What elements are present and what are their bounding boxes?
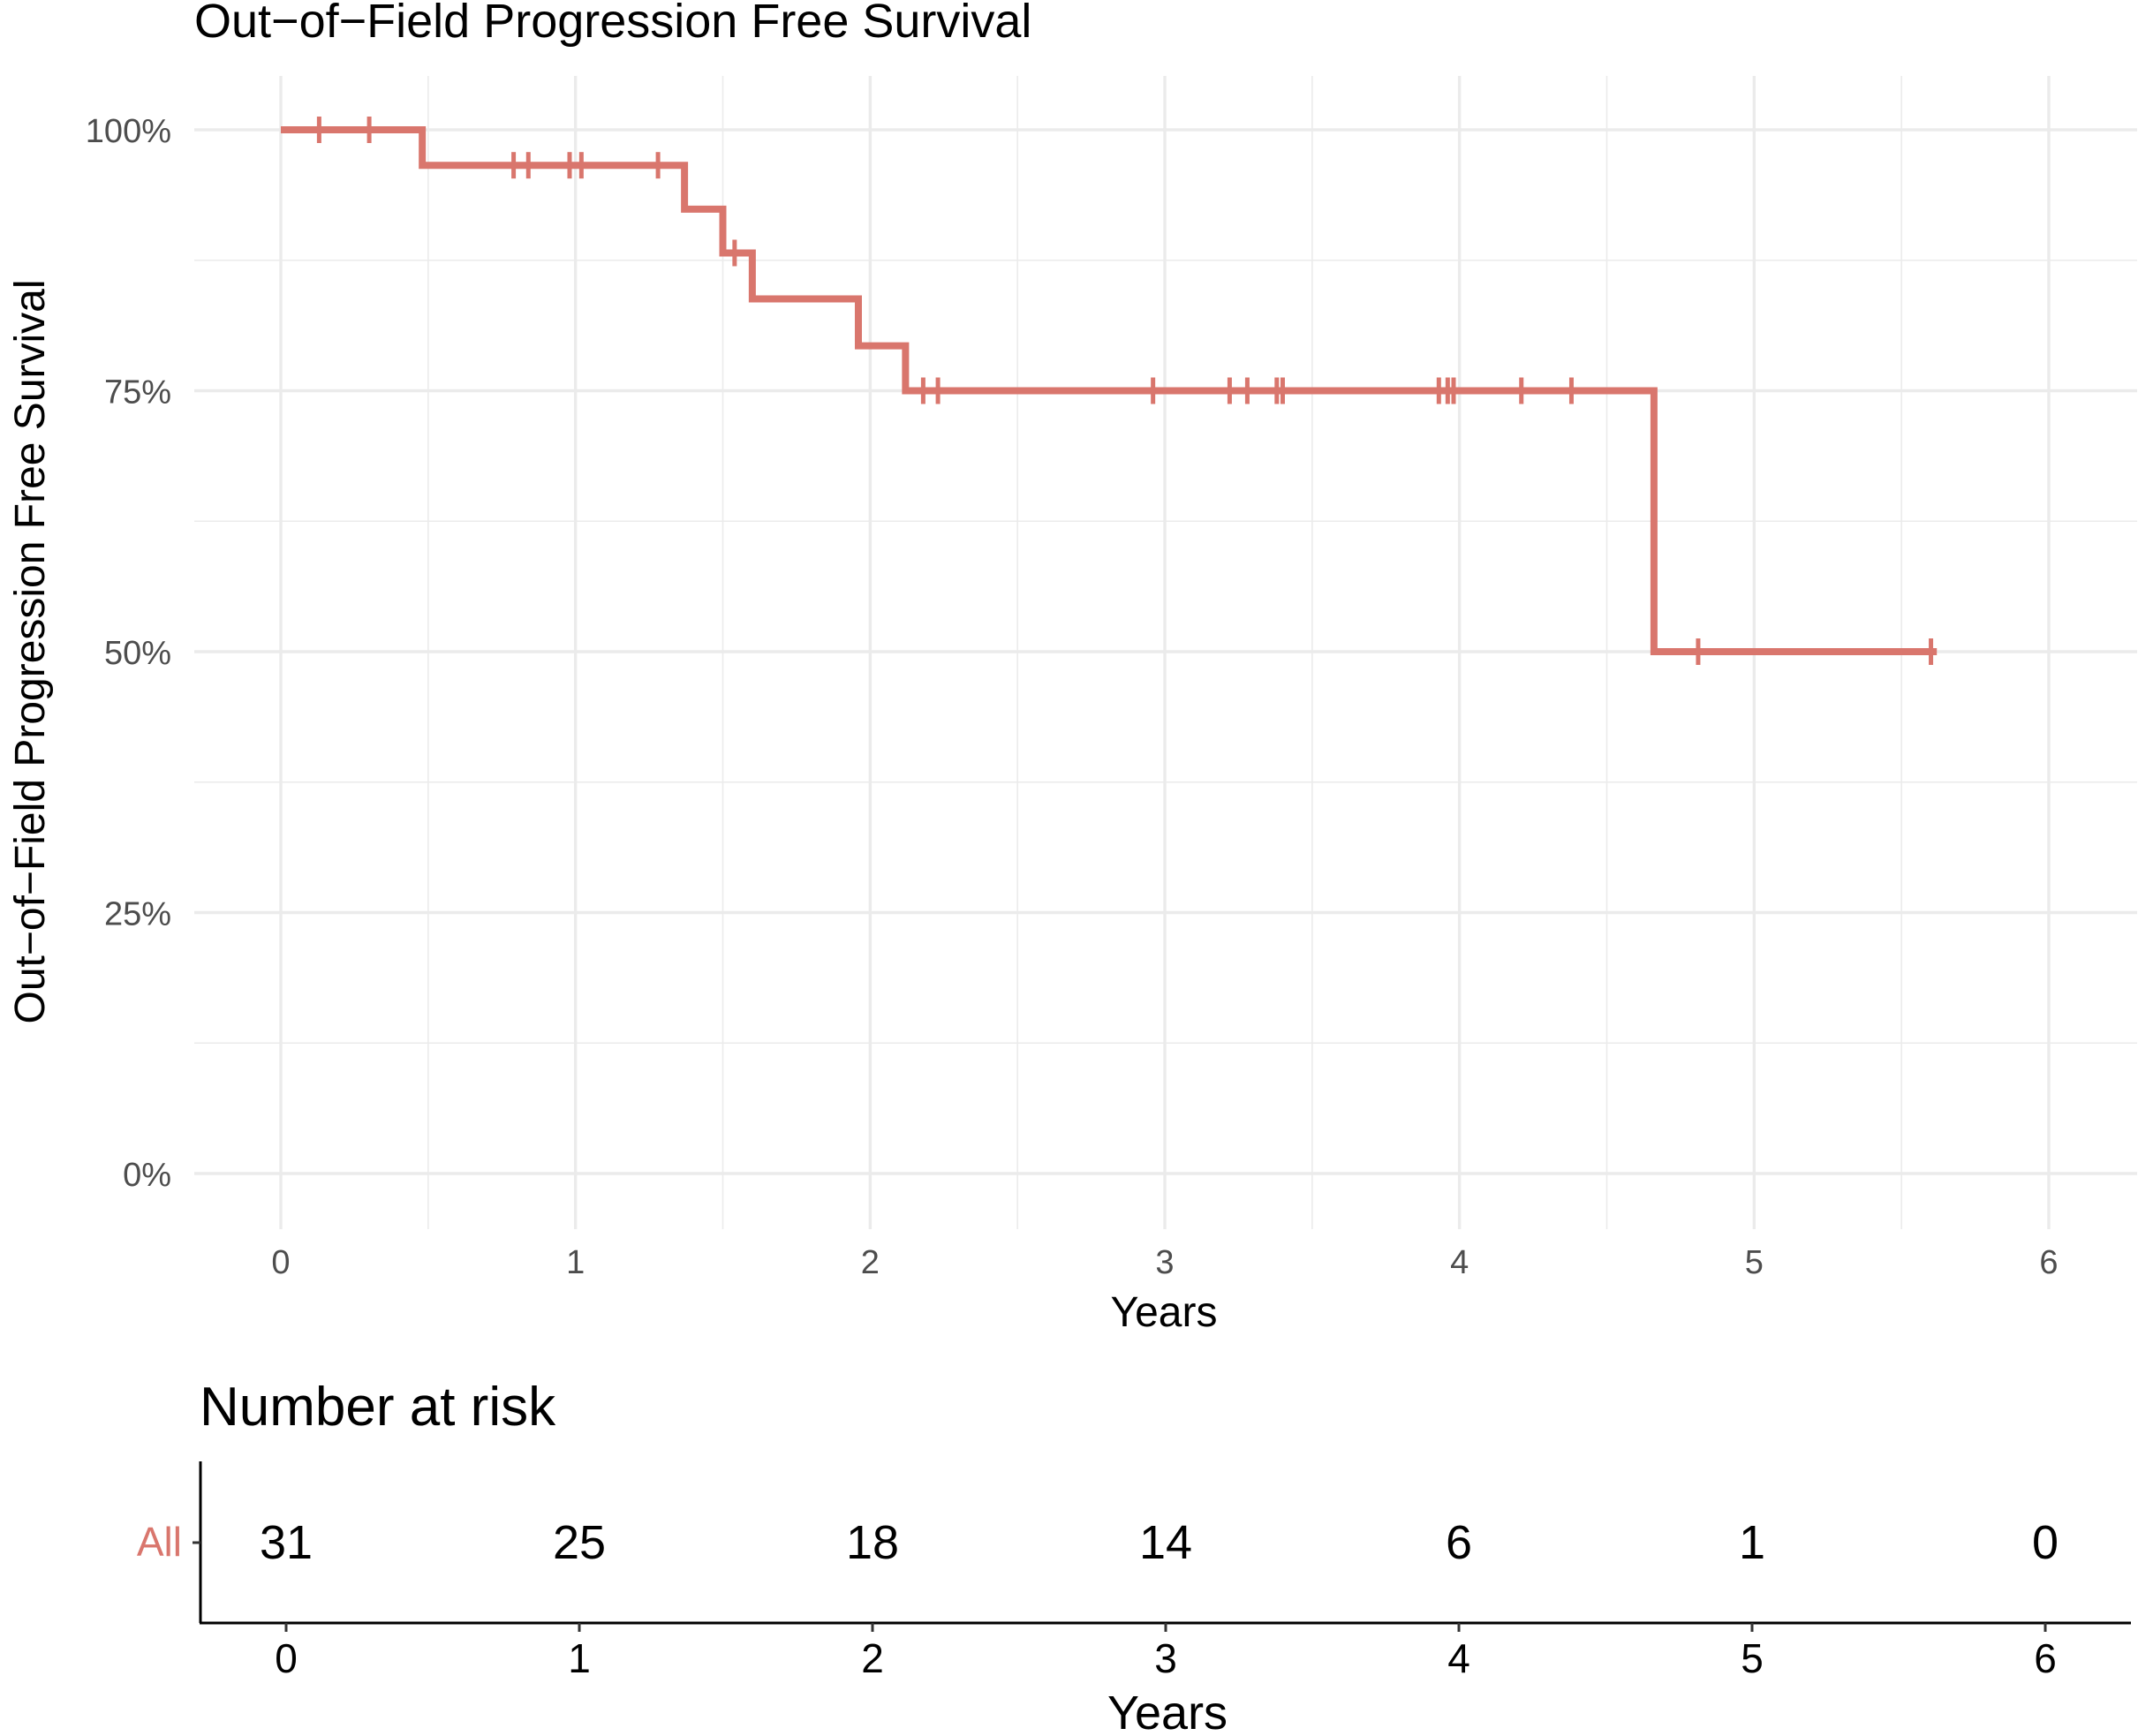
- risk-table-title: Number at risk: [200, 1377, 556, 1438]
- x-tick-labels: 0 1 2 3 4 5 6: [271, 1244, 2058, 1281]
- censor-marks: [316, 117, 1934, 665]
- y-tick-label: 50%: [104, 635, 171, 672]
- risk-value: 6: [1446, 1516, 1472, 1569]
- x-tick-label: 2: [861, 1244, 880, 1281]
- x-tick-label: 4: [1450, 1244, 1469, 1281]
- x-axis-title: Years: [1111, 1289, 1218, 1336]
- chart-title: Out−of−Field Progression Free Survival: [194, 0, 1031, 48]
- risk-value: 0: [2032, 1516, 2059, 1569]
- x-tick-label: 0: [271, 1244, 290, 1281]
- y-tick-label: 0%: [123, 1157, 171, 1194]
- risk-x-tick-label: 0: [275, 1635, 298, 1681]
- x-tick-label: 6: [2039, 1244, 2058, 1281]
- x-tick-label: 1: [566, 1244, 585, 1281]
- risk-x-tick-label: 2: [861, 1635, 884, 1681]
- major-gridlines: [194, 76, 2137, 1229]
- risk-value: 1: [1739, 1516, 1765, 1569]
- risk-x-axis-title: Years: [1107, 1687, 1228, 1736]
- y-tick-label: 25%: [104, 896, 171, 933]
- risk-values: 31 25 18 14 6 1 0: [260, 1516, 2059, 1569]
- risk-value: 14: [1139, 1516, 1192, 1569]
- risk-value: 31: [260, 1516, 313, 1569]
- y-tick-label: 75%: [104, 374, 171, 411]
- risk-x-tick-label: 6: [2034, 1635, 2057, 1681]
- y-tick-labels: 0% 25% 50% 75% 100%: [86, 113, 171, 1194]
- risk-value: 18: [846, 1516, 899, 1569]
- x-tick-label: 5: [1745, 1244, 1764, 1281]
- survival-step-line: [281, 126, 1938, 655]
- risk-x-tick-label: 5: [1741, 1635, 1764, 1681]
- risk-x-tick-label: 1: [568, 1635, 591, 1681]
- y-tick-label: 100%: [86, 113, 171, 150]
- risk-x-tick-labels: 0 1 2 3 4 5 6: [275, 1623, 2057, 1681]
- risk-value: 25: [553, 1516, 606, 1569]
- y-axis-title: Out−of−Field Progression Free Survival: [7, 279, 54, 1023]
- risk-row-label-all: All: [137, 1519, 182, 1565]
- risk-x-tick-label: 4: [1447, 1635, 1470, 1681]
- survival-curve: [281, 126, 1938, 655]
- risk-x-tick-label: 3: [1154, 1635, 1177, 1681]
- x-tick-label: 3: [1155, 1244, 1174, 1281]
